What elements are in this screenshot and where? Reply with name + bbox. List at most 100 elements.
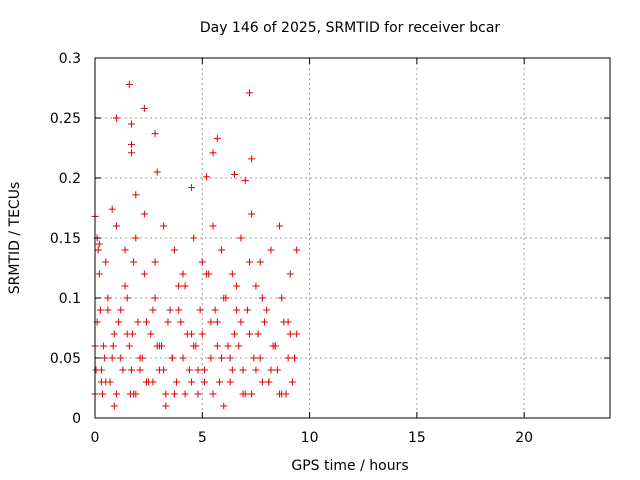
data-point <box>108 205 116 213</box>
data-point <box>121 282 129 290</box>
data-point <box>179 270 187 278</box>
data-point <box>185 366 193 374</box>
data-point <box>95 270 103 278</box>
data-point <box>168 354 176 362</box>
data-point <box>127 366 135 374</box>
data-point <box>160 222 168 230</box>
data-point <box>153 168 161 176</box>
data-point <box>288 378 296 386</box>
data-point <box>149 306 157 314</box>
chart-title: Day 146 of 2025, SRMTID for receiver bca… <box>200 20 501 36</box>
data-point <box>273 366 281 374</box>
data-point <box>235 342 243 350</box>
data-point <box>132 191 140 199</box>
data-point <box>170 390 178 398</box>
data-point <box>239 390 247 398</box>
data-point <box>181 390 189 398</box>
data-point <box>173 378 181 386</box>
y-tick-label: 0.05 <box>50 351 81 367</box>
data-point <box>226 378 234 386</box>
data-point <box>127 120 135 128</box>
data-point <box>291 354 299 362</box>
data-point <box>143 318 150 326</box>
data-point <box>136 354 144 362</box>
data-point <box>181 282 189 290</box>
data-point <box>261 318 269 326</box>
data-point <box>119 366 127 374</box>
data-point <box>241 176 249 184</box>
data-point <box>108 354 116 362</box>
data-point <box>226 354 234 362</box>
data-point <box>101 354 109 362</box>
data-point <box>127 149 135 157</box>
data-point <box>166 306 174 314</box>
data-point <box>209 149 217 157</box>
data-point <box>110 330 118 338</box>
data-point <box>248 155 256 163</box>
data-point <box>224 342 232 350</box>
data-point <box>102 258 110 266</box>
data-point <box>252 282 260 290</box>
data-point <box>188 378 196 386</box>
data-point <box>213 342 221 350</box>
data-point <box>203 173 211 181</box>
data-point <box>151 294 159 302</box>
y-tick-label: 0.15 <box>50 231 81 247</box>
data-point <box>200 366 208 374</box>
data-point <box>149 378 157 386</box>
data-point <box>196 306 204 314</box>
data-point <box>125 80 133 88</box>
data-point <box>147 330 155 338</box>
data-point <box>188 184 196 192</box>
data-point <box>112 222 120 230</box>
data-point <box>293 246 301 254</box>
data-point <box>192 342 200 350</box>
data-point <box>151 130 159 138</box>
data-point <box>100 342 108 350</box>
data-point <box>271 342 279 350</box>
data-point <box>250 354 258 362</box>
x-tick-label: 20 <box>515 430 533 446</box>
axis-ticks <box>94 57 610 419</box>
data-points <box>91 80 301 410</box>
data-point <box>117 354 125 362</box>
grid-layer <box>95 58 610 418</box>
data-point <box>230 170 238 178</box>
data-point <box>263 306 271 314</box>
data-point <box>209 222 217 230</box>
data-point <box>155 342 163 350</box>
data-point <box>143 378 150 386</box>
data-point <box>99 390 107 398</box>
data-point <box>218 354 226 362</box>
data-point <box>246 258 253 266</box>
x-tick-label: 5 <box>198 430 207 446</box>
data-point <box>188 330 196 338</box>
data-point <box>293 330 301 338</box>
data-point <box>284 354 292 362</box>
data-point <box>140 104 148 112</box>
data-point <box>109 342 117 350</box>
data-point <box>125 342 133 350</box>
x-tick-label: 10 <box>301 430 319 446</box>
tick-labels: 0 5 10 15 20 0 0.05 0.1 0.15 0.2 0.25 0.3 <box>50 51 533 446</box>
data-point <box>140 210 148 218</box>
data-point <box>252 366 260 374</box>
data-point <box>243 306 251 314</box>
data-point <box>198 258 206 266</box>
data-point <box>104 294 112 302</box>
data-point <box>164 318 172 326</box>
data-point <box>151 258 159 266</box>
data-point <box>209 390 217 398</box>
data-point <box>123 330 131 338</box>
data-point <box>115 318 123 326</box>
data-point <box>215 378 223 386</box>
data-point <box>177 318 185 326</box>
data-point <box>246 330 253 338</box>
data-point <box>175 282 183 290</box>
data-point <box>218 246 226 254</box>
data-point <box>286 330 294 338</box>
data-point <box>160 366 168 374</box>
y-tick-label: 0.3 <box>59 51 81 67</box>
data-point <box>162 402 170 410</box>
